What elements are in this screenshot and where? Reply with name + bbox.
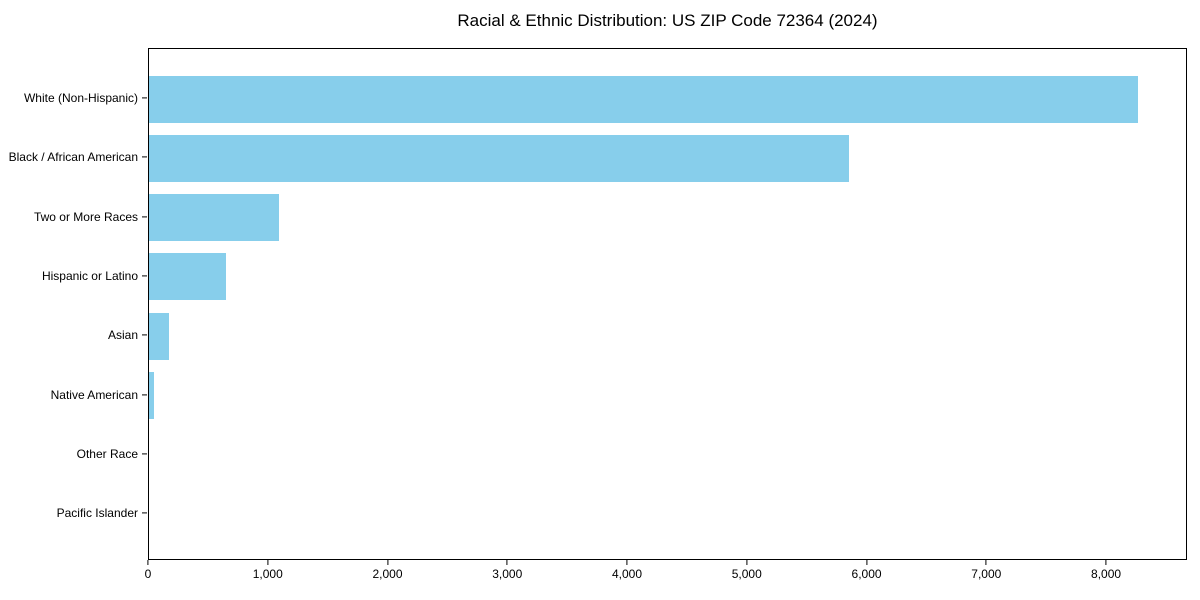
x-tick-label: 8,000 — [1091, 567, 1122, 581]
y-tick-label: Two or More Races — [33, 209, 138, 224]
x-tick-label: 7,000 — [971, 567, 1002, 581]
y-tick-label: Hispanic or Latino — [41, 268, 138, 283]
y-tick-mark — [142, 97, 147, 99]
plot-area — [148, 48, 1187, 560]
x-tick-mark — [865, 560, 868, 565]
x-tick-label: 6,000 — [851, 567, 882, 581]
bar — [149, 194, 279, 242]
y-tick-mark — [142, 216, 147, 218]
x-tick-mark — [147, 560, 149, 565]
x-tick-label: 5,000 — [731, 567, 762, 581]
y-tick-mark — [142, 393, 147, 396]
x-tick-mark — [386, 560, 389, 565]
y-tick-label: Other Race — [76, 446, 138, 461]
y-tick-label: Asian — [107, 328, 138, 343]
y-tick-label: White (Non-Hispanic) — [23, 91, 138, 105]
bar — [149, 134, 849, 182]
y-tick-label: Pacific Islander — [56, 506, 138, 521]
x-tick-label: 4,000 — [612, 567, 643, 581]
x-tick-mark — [506, 560, 508, 565]
y-tick-label: Native American — [50, 387, 138, 402]
y-tick-mark — [142, 512, 147, 514]
bar — [149, 253, 227, 301]
x-tick-mark — [985, 560, 987, 565]
y-tick-mark — [142, 275, 147, 277]
x-tick-mark — [746, 560, 748, 565]
bar — [149, 75, 1138, 123]
x-tick-label: 1,000 — [252, 567, 283, 581]
x-tick-label: 0 — [144, 567, 152, 581]
x-tick-mark — [1105, 560, 1107, 565]
x-tick-label: 3,000 — [492, 567, 523, 581]
x-tick-label: 2,000 — [372, 567, 403, 581]
x-tick-mark — [267, 560, 269, 565]
chart-title: Racial & Ethnic Distribution: US ZIP Cod… — [457, 11, 878, 30]
y-tick-mark — [142, 453, 147, 455]
y-tick-mark — [142, 334, 147, 336]
x-tick-mark — [626, 560, 628, 565]
bar — [149, 312, 170, 360]
y-tick-mark — [142, 156, 147, 158]
bar — [149, 372, 154, 419]
y-tick-label: Black / African American — [8, 150, 138, 165]
